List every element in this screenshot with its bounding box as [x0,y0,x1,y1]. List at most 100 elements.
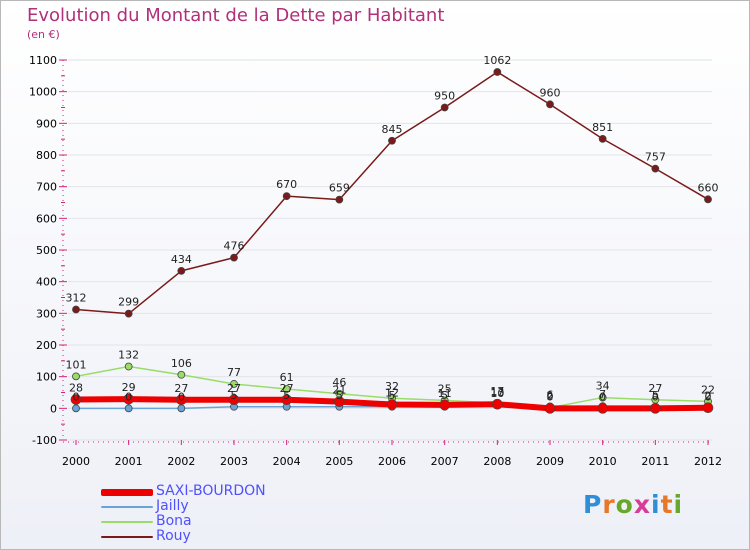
data-label-bona: 27 [648,382,662,395]
data-point-saxi-bourdon [650,403,661,414]
data-point-saxi-bourdon [597,403,608,414]
data-label-bona: 106 [171,357,192,370]
x-tick-label: 2006 [378,455,406,468]
data-point-rouy [335,195,344,204]
data-point-jailly [177,404,186,413]
x-tick-label: 2010 [589,455,617,468]
x-tick-label: 2009 [536,455,564,468]
data-label-rouy: 670 [276,178,297,191]
data-label-jailly: 5 [336,389,343,402]
data-label-jailly: 0 [73,390,80,403]
data-point-saxi-bourdon [334,396,345,407]
x-tick-label: 2008 [483,455,511,468]
data-label-jailly: 5 [652,389,659,402]
data-label-rouy: 476 [224,240,245,253]
legend-swatch [101,506,153,508]
data-label-bona: 32 [385,380,399,393]
data-point-saxi-bourdon [492,398,503,410]
data-label-saxi-bourdon: 0 [652,390,659,403]
data-label-bona: 2 [547,390,554,403]
data-point-bona [72,372,80,381]
data-label-bona: 22 [701,383,715,396]
data-label-saxi-bourdon: 28 [69,381,83,394]
legend-label: Rouy [156,528,191,544]
data-label-rouy: 851 [592,121,613,134]
data-point-saxi-bourdon [702,402,714,414]
data-point-rouy [651,164,660,173]
logo-letter: P [583,490,603,519]
logo-letter: o [615,490,634,519]
y-tick-label: 1000 [29,86,57,99]
data-label-saxi-bourdon: 2 [705,390,712,403]
data-point-rouy [493,68,502,76]
data-label-jailly: 5 [283,389,290,402]
logo-letter: r [602,490,616,519]
data-label-rouy: 434 [171,253,192,266]
data-label-bona: 46 [332,376,346,389]
data-label-bona: 132 [118,349,139,362]
y-tick-label: 300 [36,307,57,320]
logo-letter: x [633,490,651,519]
data-label-jailly: 5 [231,389,238,402]
x-tick-label: 2000 [62,455,90,468]
data-point-rouy [440,103,449,112]
legend-swatch [101,536,153,538]
x-tick-label: 2002 [167,455,195,468]
data-label-jailly: 0 [178,390,185,403]
data-label-bona: 34 [596,380,610,393]
x-tick-label: 2007 [431,455,459,468]
y-tick-label: 500 [36,244,57,257]
data-point-rouy [704,195,712,204]
data-point-rouy [72,305,80,314]
proxiti-logo: Proxiti [583,490,683,519]
data-label-saxi-bourdon: 0 [599,390,606,403]
data-label-jailly: 0 [125,390,132,403]
chart-title: Evolution du Montant de la Dette par Hab… [27,5,445,26]
legend-swatch [101,488,153,496]
data-point-bona [177,370,186,379]
data-point-rouy [230,253,238,262]
data-point-rouy [177,266,186,275]
data-label-bona: 25 [438,382,452,395]
legend-label: SAXI-BOURDON [156,483,266,499]
data-label-jailly: 10 [490,387,504,400]
data-point-bona [282,385,291,393]
data-point-rouy [546,100,554,109]
data-label-rouy: 1062 [483,54,511,67]
x-tick-label: 2005 [325,455,353,468]
x-tick-label: 2003 [220,455,248,468]
data-point-saxi-bourdon [281,394,292,406]
data-point-bona [124,362,133,371]
x-tick-label: 2001 [115,455,143,468]
data-point-bona [230,380,238,388]
y-tick-label: 700 [36,181,57,194]
data-label-jailly: 7 [599,388,606,401]
data-label-jailly: 0 [705,390,712,403]
data-label-saxi-bourdon: 0 [547,390,554,403]
series-line-rouy [75,71,709,315]
data-point-jailly [72,404,80,413]
data-label-saxi-bourdon: 11 [438,387,452,400]
y-tick-label: 0 [50,402,57,415]
data-label-rouy: 312 [66,292,87,305]
y-tick-label: 200 [36,339,57,352]
data-point-saxi-bourdon [386,399,398,410]
data-label-saxi-bourdon: 21 [332,384,346,397]
x-tick-label: 2004 [273,455,301,468]
y-tick-label: 100 [36,371,57,384]
chart-unit-label: (en €) [27,28,60,41]
logo-letter: i [673,490,684,519]
data-label-bona: 17 [490,385,504,398]
y-tick-label: 400 [36,276,57,289]
data-point-saxi-bourdon [544,403,556,414]
data-point-rouy [124,309,133,318]
data-point-saxi-bourdon [228,394,240,406]
data-point-rouy [388,136,396,145]
x-tick-label: 2012 [694,455,722,468]
data-point-saxi-bourdon [176,394,187,406]
data-point-saxi-bourdon [123,393,134,405]
data-label-rouy: 845 [382,123,403,136]
y-tick-label: 800 [36,149,57,162]
y-tick-label: -100 [32,434,57,447]
